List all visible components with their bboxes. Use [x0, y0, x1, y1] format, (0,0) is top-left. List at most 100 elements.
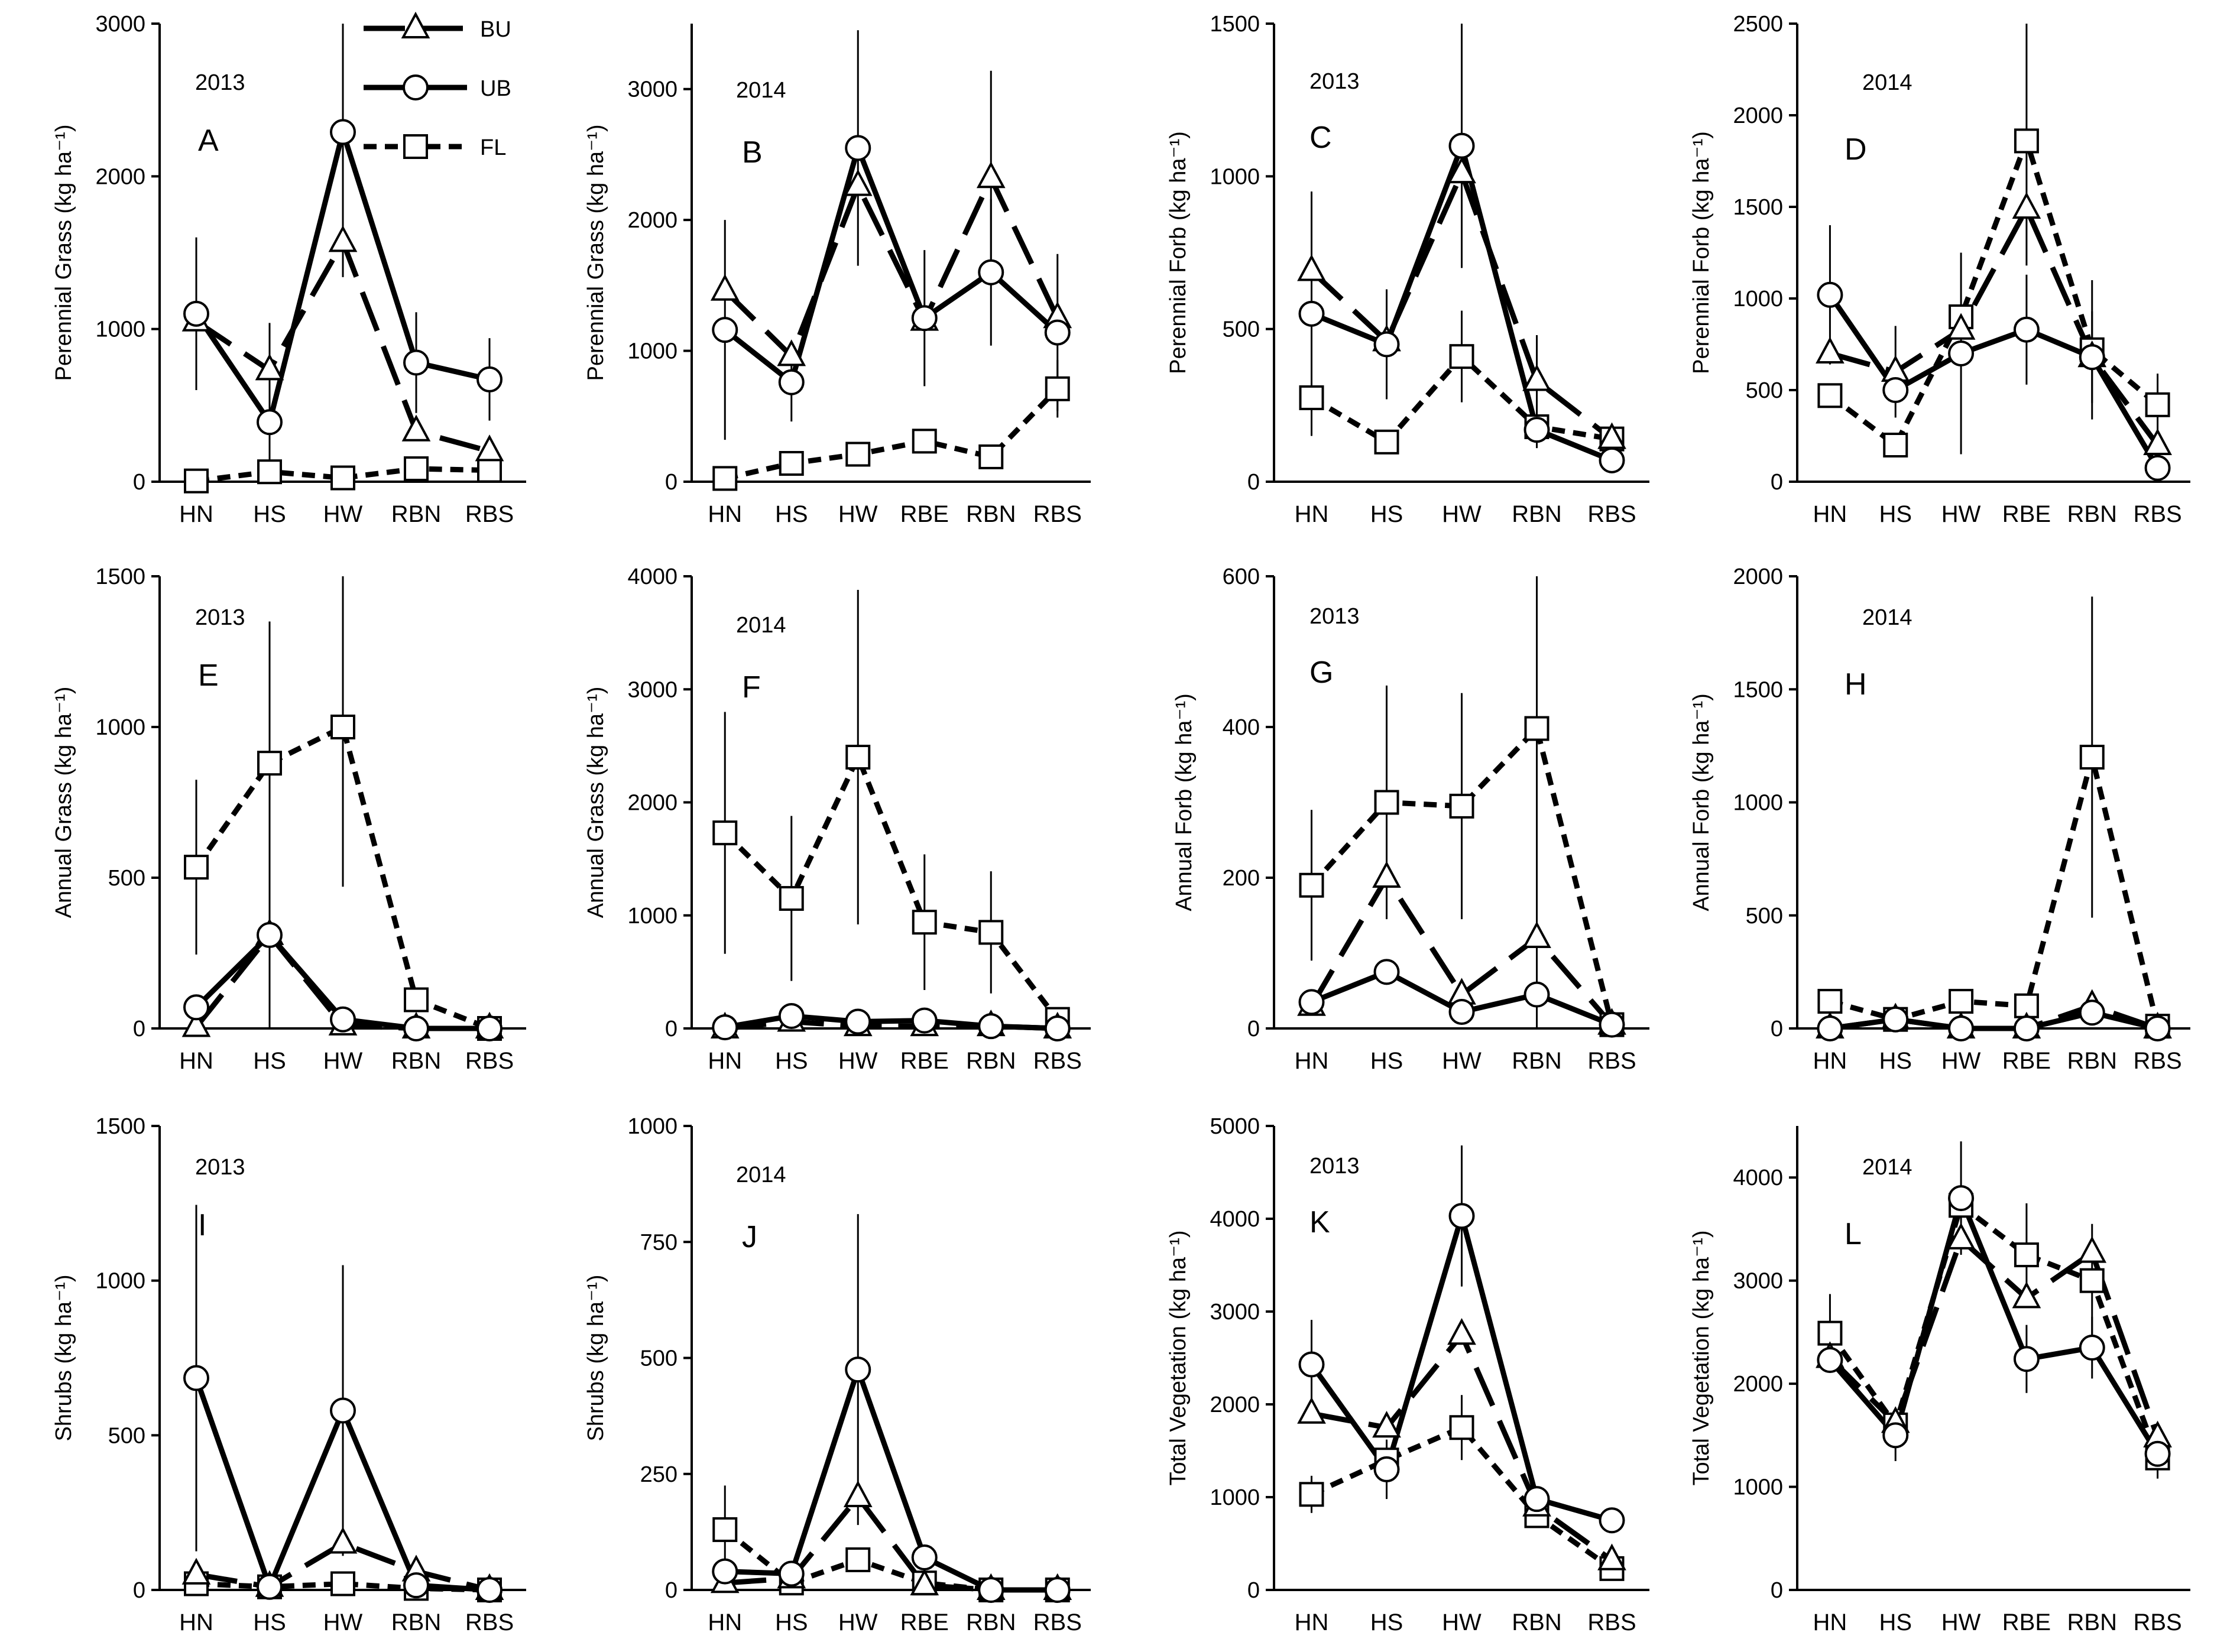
- panel-f-y-tick-label-4: 4000: [627, 564, 678, 589]
- panel-b-bu-point-hs: [777, 339, 806, 366]
- panel-d-bu-point-hn: [1816, 336, 1845, 363]
- panel-a-bu-point-hs: [255, 353, 284, 381]
- panel-b-fl-point-hw: [845, 442, 871, 467]
- panel-a-bu-point-hw: [328, 225, 358, 252]
- panel-e-ub-point-rbn: [403, 1015, 429, 1041]
- panel-d-y-tick-label-2: 1000: [1733, 287, 1783, 311]
- panel-d-bu-line: [1829, 206, 2160, 447]
- panel-i-bu-point-hw: [328, 1527, 358, 1554]
- panel-g: 0 200 400 600 Annual Forb (kg ha⁻¹) HN HS HW RBN…: [1172, 564, 1649, 1074]
- panel-k-bu-point-hs: [1372, 1411, 1401, 1438]
- panel-i-ub-point-hw: [330, 1397, 356, 1424]
- panel-j-category-rbs: RBS: [1033, 1609, 1082, 1635]
- panel-i-y-tick-label-2: 1000: [95, 1269, 145, 1294]
- panel-a-fl-point-rbn: [404, 456, 429, 482]
- panel-c-category-hn: HN: [1295, 501, 1329, 527]
- panel-h-y-tick-label-3: 1500: [1733, 677, 1783, 702]
- panel-f-fl-line: [723, 754, 1060, 1021]
- panel-d-ub-point-rbn: [2079, 344, 2105, 371]
- panel-e-bu-point-hn: [181, 1010, 211, 1037]
- panel-j-ub-point-hn: [712, 1558, 738, 1585]
- panel-a-category-hs: HS: [253, 501, 286, 527]
- panel-b-y-axis-label: Perennial Grass (kg ha⁻¹): [584, 125, 608, 381]
- panel-e-y-axis-label: Annual Grass (kg ha⁻¹): [51, 687, 76, 919]
- panel-b-category-rbn: RBN: [966, 501, 1016, 527]
- panel-i-ub-point-hs: [257, 1573, 283, 1600]
- panel-g-fl-line: [1309, 726, 1615, 1025]
- panel-j-ub-point-rbe: [911, 1544, 938, 1571]
- panel-a-ub-point-hs: [257, 409, 283, 436]
- panel-f-ub-point-rbn: [978, 1013, 1004, 1040]
- panel-d-year-label: 2014: [1862, 70, 1912, 95]
- panel-f-fl-point-hn: [712, 820, 738, 846]
- panel-j-letter: J: [742, 1220, 757, 1254]
- panel-h-fl-line: [1829, 754, 2160, 1027]
- panel-b-y-tick-label-3: 3000: [627, 77, 678, 102]
- panel-c-y-tick-label-2: 1000: [1210, 164, 1260, 189]
- panel-d-category-rbn: RBN: [2067, 501, 2117, 527]
- panel-a-category-hn: HN: [179, 501, 213, 527]
- legend-fl-marker: [403, 134, 428, 159]
- panel-d-y-tick-label-3: 1500: [1733, 195, 1783, 220]
- panel-d-fl-point-hn: [1817, 383, 1843, 408]
- panel-h-fl-point-rbe: [2014, 993, 2039, 1018]
- panel-l-bu-line: [1828, 1236, 2160, 1439]
- panel-b-fl-line: [724, 387, 1059, 481]
- panel-g-y-axis-label: Annual Forb (kg ha⁻¹): [1172, 693, 1197, 911]
- panel-j-fl-point-hw: [845, 1547, 871, 1572]
- panel-c-y-tick-label-3: 1500: [1210, 12, 1260, 37]
- panel-a-bu-point-rbn: [401, 414, 431, 442]
- panel-k-category-hn: HN: [1295, 1609, 1329, 1635]
- panel-e-ub-point-rbs: [476, 1015, 503, 1041]
- panel-d-bu-point-rbs: [2143, 428, 2172, 455]
- legend-bu-label: BU: [480, 17, 511, 42]
- panel-l-category-hn: HN: [1813, 1609, 1847, 1635]
- panel-l-fl-point-rbn: [2079, 1268, 2105, 1293]
- panel-k-fl-point-hn: [1299, 1482, 1324, 1507]
- panel-d-y-axis-label: Perennial Forb (kg ha⁻¹): [1689, 131, 1714, 374]
- panel-j-ub-point-hs: [778, 1560, 805, 1587]
- panel-b-y-tick-label-0: 0: [665, 470, 678, 495]
- panel-a-letter: A: [198, 124, 219, 158]
- panel-c-category-hs: HS: [1370, 501, 1403, 527]
- panel-k-category-rbn: RBN: [1512, 1609, 1561, 1635]
- panel-f-category-hs: HS: [775, 1048, 808, 1074]
- panel-e-ub-point-hw: [330, 1006, 356, 1033]
- panel-b-fl-point-hs: [779, 451, 804, 476]
- panel-b-fl-point-rbn: [978, 444, 1004, 469]
- panel-a-y-tick-label-1: 1000: [95, 317, 145, 342]
- panel-d-fl-point-hs: [1883, 433, 1908, 457]
- panel-c-bu-point-hn: [1297, 254, 1326, 281]
- panel-a-y-axis-label: Perennial Grass (kg ha⁻¹): [51, 125, 76, 381]
- panel-d-ub-line: [1827, 293, 2160, 470]
- panel-c-fl-point-hs: [1374, 429, 1399, 455]
- panel-d-ub-point-hn: [1817, 281, 1843, 308]
- panel-a-y-tick-label-3: 3000: [95, 12, 145, 37]
- panel-e-y-tick-label-1: 500: [108, 866, 145, 891]
- panel-a-ub-point-hw: [330, 119, 356, 145]
- panel-h-ub-point-rbs: [2144, 1015, 2171, 1041]
- panel-h: 0 500 1000 1500 2000 Annual Forb (kg ha⁻¹) HN H…: [1689, 564, 2190, 1074]
- panel-g-fl-point-hn: [1299, 872, 1324, 898]
- panel-g-ub-point-hw: [1448, 998, 1475, 1025]
- panel-f-ub-point-hs: [778, 1002, 805, 1029]
- panel-g-ub-point-rbs: [1599, 1011, 1625, 1038]
- panel-l-bu-point-rbn: [2077, 1236, 2107, 1263]
- panel-j: 0 250 500 750 1000 Shrubs (kg ha⁻¹) HN HS HW RBE R…: [584, 1114, 1091, 1635]
- panel-k-y-tick-label-0: 0: [1247, 1578, 1260, 1603]
- panel-b-year-label: 2014: [736, 78, 786, 103]
- panel-d-y-tick-label-4: 2000: [1733, 103, 1783, 128]
- panel-i-year-label: 2013: [195, 1155, 245, 1180]
- panel-a-fl-point-rbs: [477, 457, 502, 483]
- panel-j-fl-line: [723, 1527, 1058, 1593]
- panel-g-y-tick-label-0: 0: [1247, 1017, 1260, 1041]
- panel-e-category-hw: HW: [323, 1048, 363, 1074]
- panel-i-bu-line: [196, 1541, 491, 1593]
- panel-g-y-tick-label-2: 400: [1223, 715, 1260, 740]
- panel-g-y-tick-label-3: 600: [1223, 564, 1260, 589]
- panel-a-ub-point-rbn: [403, 349, 429, 376]
- panel-d-category-rbs: RBS: [2133, 501, 2181, 527]
- panel-k-bu-point-rbs: [1597, 1543, 1626, 1570]
- panel-k-year-label: 2013: [1309, 1154, 1360, 1179]
- panel-a-category-rbn: RBN: [391, 501, 441, 527]
